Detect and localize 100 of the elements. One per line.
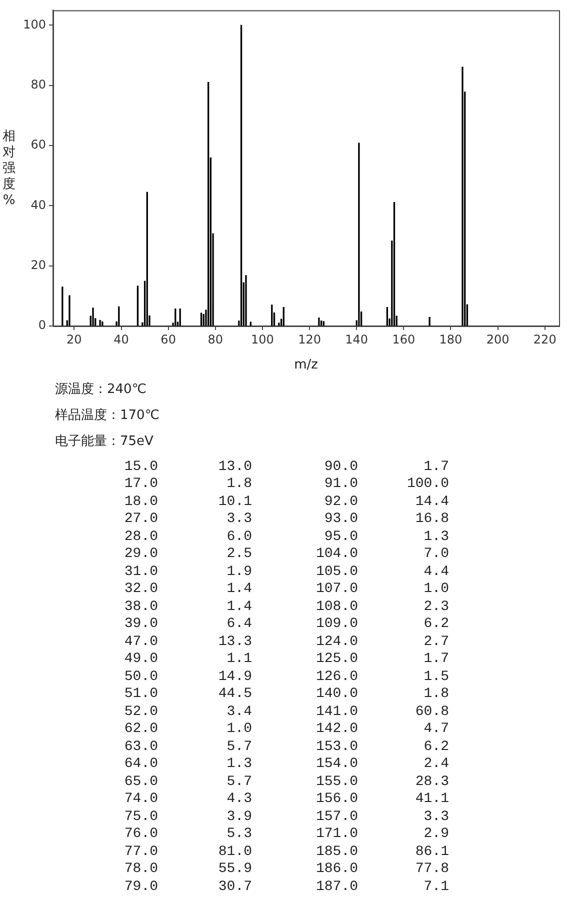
x-tick-label: 100 bbox=[251, 332, 274, 346]
text: 100.0 bbox=[406, 476, 449, 493]
x-tick-label: 220 bbox=[533, 332, 556, 346]
text: 3.3 bbox=[422, 808, 449, 826]
y-tick-label: 80 bbox=[30, 78, 46, 92]
text: 7.1 bbox=[422, 878, 449, 896]
text: 5.7 bbox=[226, 773, 252, 790]
x-tick-label: 20 bbox=[66, 332, 82, 346]
text: 105.0 bbox=[314, 563, 358, 580]
text: 2.3 bbox=[422, 598, 449, 616]
text: 187.0 bbox=[314, 878, 358, 896]
text: 6.4 bbox=[226, 616, 252, 633]
text: 3.4 bbox=[226, 703, 252, 720]
x-tick-label: 140 bbox=[345, 332, 368, 346]
text: 1.7 bbox=[422, 458, 449, 476]
y-tick-label: 60 bbox=[30, 138, 46, 152]
text: 157.0 bbox=[314, 808, 358, 826]
text: 64.0 bbox=[123, 756, 158, 773]
text: 1.5 bbox=[422, 668, 449, 686]
text: 2.7 bbox=[422, 633, 449, 650]
text: 1.8 bbox=[226, 476, 252, 493]
text: 4.3 bbox=[226, 790, 252, 808]
text: 5.7 bbox=[226, 738, 252, 756]
text: 3.3 bbox=[226, 510, 252, 528]
text: 141.0 bbox=[314, 703, 358, 720]
text: 1.3 bbox=[226, 756, 252, 773]
text: 2.4 bbox=[422, 756, 449, 773]
text: 32.0 bbox=[123, 580, 158, 598]
text: 1.4 bbox=[226, 598, 252, 616]
text: 76.0 bbox=[123, 826, 158, 843]
text: 28.0 bbox=[123, 528, 158, 546]
text: 65.0 bbox=[123, 773, 158, 790]
text: 55.9 bbox=[217, 860, 252, 878]
text: 90.0 bbox=[323, 458, 358, 476]
text: 6.2 bbox=[422, 616, 449, 633]
x-tick-label: 80 bbox=[208, 332, 224, 346]
text: 31.0 bbox=[123, 563, 158, 580]
text: 95.0 bbox=[323, 528, 358, 546]
text: 155.0 bbox=[314, 773, 358, 790]
text: 156.0 bbox=[314, 790, 358, 808]
x-tick-label: 200 bbox=[486, 332, 510, 346]
text: 1.4 bbox=[226, 580, 252, 598]
text: 30.7 bbox=[217, 878, 252, 896]
text: 1.9 bbox=[226, 563, 252, 580]
y-tick-label: 20 bbox=[30, 258, 46, 272]
x-tick-label: 160 bbox=[392, 332, 416, 346]
text: 49.0 bbox=[123, 650, 158, 668]
text: 91.0 bbox=[323, 476, 358, 493]
text: 47.0 bbox=[123, 633, 158, 650]
text: 125.0 bbox=[314, 650, 358, 668]
text: 7.0 bbox=[422, 546, 449, 563]
text: 154.0 bbox=[314, 756, 358, 773]
text: 27.0 bbox=[123, 510, 158, 528]
text: 14.4 bbox=[414, 493, 449, 510]
text: 1.0 bbox=[226, 720, 252, 738]
text: 74.0 bbox=[123, 790, 158, 808]
text: 92.0 bbox=[323, 493, 358, 510]
text: 107.0 bbox=[314, 580, 358, 598]
text: 1.7 bbox=[422, 650, 449, 668]
text: 13.3 bbox=[217, 633, 252, 650]
text: 4.4 bbox=[422, 563, 449, 580]
text: 29.0 bbox=[123, 546, 158, 563]
text: 17.0 bbox=[123, 476, 158, 493]
text: 44.5 bbox=[217, 686, 252, 703]
text: 108.0 bbox=[314, 598, 358, 616]
text: 63.0 bbox=[123, 738, 158, 756]
text: 3.9 bbox=[226, 808, 252, 826]
text: 52.0 bbox=[123, 703, 158, 720]
text: 样品温度：170℃ bbox=[55, 407, 160, 424]
text: 14.9 bbox=[217, 668, 252, 686]
text: 124.0 bbox=[314, 633, 358, 650]
text: 171.0 bbox=[314, 826, 358, 843]
text: 185.0 bbox=[314, 843, 358, 860]
text: 62.0 bbox=[123, 720, 158, 738]
text: 51.0 bbox=[123, 686, 158, 703]
text: 81.0 bbox=[217, 843, 252, 860]
text: 5.3 bbox=[226, 826, 252, 843]
text: 1.8 bbox=[422, 686, 449, 703]
text: 78.0 bbox=[123, 860, 158, 878]
text: 28.3 bbox=[414, 773, 449, 790]
text: 6.0 bbox=[226, 528, 252, 546]
text: 源温度：240℃ bbox=[55, 381, 146, 398]
text: 39.0 bbox=[123, 616, 158, 633]
text: 38.0 bbox=[123, 598, 158, 616]
text: 60.8 bbox=[414, 703, 449, 720]
x-tick-label: 40 bbox=[114, 332, 129, 346]
x-tick-label: 180 bbox=[439, 332, 462, 346]
text: 13.0 bbox=[217, 458, 252, 476]
text: 15.0 bbox=[123, 458, 158, 476]
text: 140.0 bbox=[314, 686, 358, 703]
text: 41.1 bbox=[414, 790, 449, 808]
text: 86.1 bbox=[414, 843, 449, 860]
text: 93.0 bbox=[323, 510, 358, 528]
text: 109.0 bbox=[314, 616, 358, 633]
text: 153.0 bbox=[314, 738, 358, 756]
x-tick-label: 120 bbox=[298, 332, 321, 346]
x-axis-title: m/z bbox=[294, 358, 318, 373]
text: 10.1 bbox=[217, 493, 252, 510]
text: 4.7 bbox=[422, 720, 449, 738]
text: 6.2 bbox=[422, 738, 449, 756]
